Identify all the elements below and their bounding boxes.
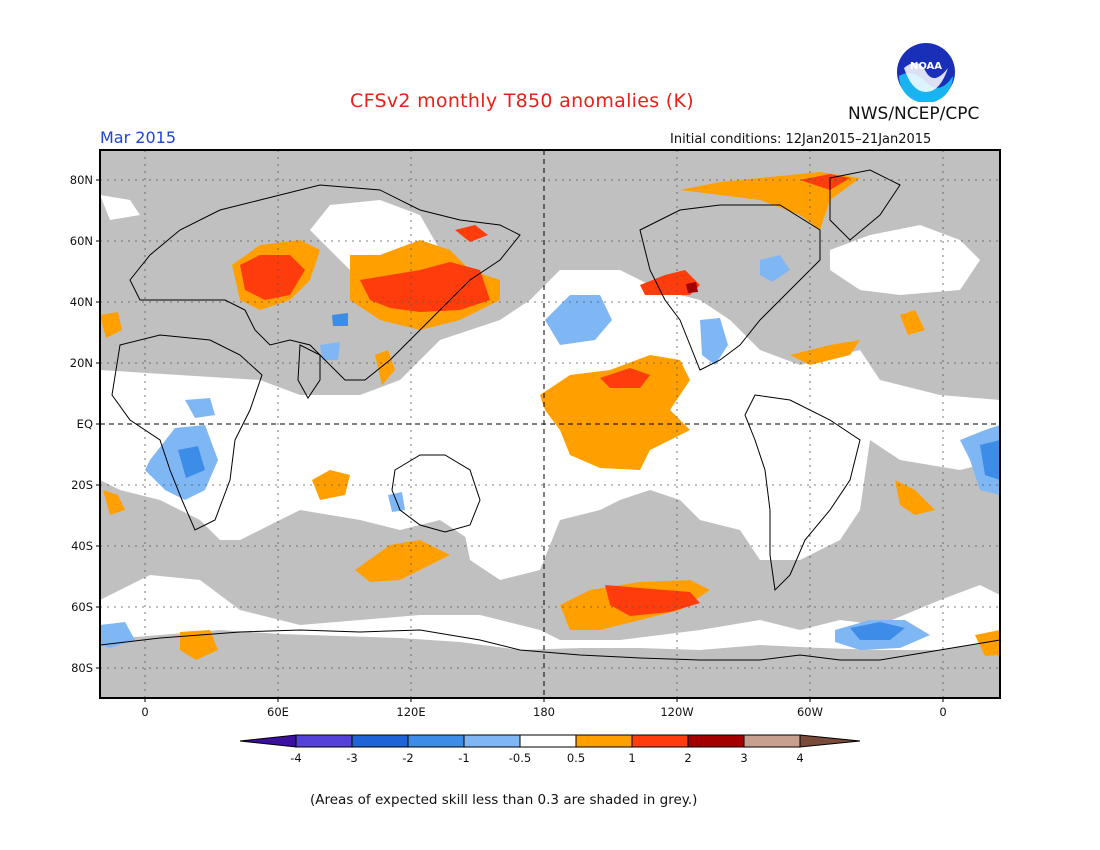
colorbar-label: -2	[402, 751, 414, 765]
forecast-month: Mar 2015	[100, 128, 176, 147]
skill-note: (Areas of expected skill less than 0.3 a…	[310, 792, 698, 808]
lon-label: 60E	[267, 705, 289, 719]
chart-title: CFSv2 monthly T850 anomalies (K)	[350, 90, 694, 112]
colorbar-bin	[575, 734, 633, 748]
colorbar-arrow-left	[239, 734, 297, 748]
lon-label: 60W	[796, 705, 823, 719]
colorbar-bin	[351, 734, 409, 748]
colorbar-bin	[631, 734, 689, 748]
noaa-logo-text: NOAA	[910, 61, 942, 72]
initial-conditions: Initial conditions: 12Jan2015–21Jan2015	[670, 132, 932, 147]
colorbar	[239, 734, 861, 748]
lat-label: 80N	[69, 173, 93, 187]
organization-label: NWS/NCEP/CPC	[848, 104, 980, 124]
colorbar-label: 0.5	[566, 751, 586, 765]
colorbar-bin	[687, 734, 745, 748]
colorbar-label: 3	[740, 751, 748, 765]
colorbar-label: 2	[684, 751, 692, 765]
colorbar-bin	[463, 734, 521, 748]
axis-ticks	[96, 179, 944, 702]
lon-label: 120E	[396, 705, 426, 719]
cool-regions-mid	[178, 313, 1000, 640]
colorbar-label: -4	[290, 751, 302, 765]
lon-label: 0	[939, 705, 947, 719]
colorbar-label: 4	[796, 751, 804, 765]
lat-label: 80S	[71, 661, 93, 675]
colorbar-bin	[295, 734, 353, 748]
noaa-logo: NOAA	[897, 43, 955, 102]
lat-label: 40S	[71, 539, 93, 553]
latitude-gridlines	[100, 179, 1000, 669]
lat-label: 40N	[69, 295, 93, 309]
lon-label: 180	[533, 705, 555, 719]
lat-label: 20S	[71, 478, 93, 492]
colorbar-bin	[743, 734, 801, 748]
lon-label: 0	[141, 705, 149, 719]
warm-regions-mid	[240, 174, 850, 616]
colorbar-bin	[519, 734, 577, 748]
warm-regions-high	[686, 282, 698, 293]
colorbar-label: -1	[458, 751, 470, 765]
colorbar-label: -0.5	[508, 751, 532, 765]
lat-label: EQ	[76, 417, 93, 431]
colorbar-bin	[407, 734, 465, 748]
lat-label: 60S	[71, 600, 93, 614]
lat-label: 60N	[69, 234, 93, 248]
colorbar-label: 1	[628, 751, 636, 765]
lat-label: 20N	[69, 356, 93, 370]
lon-label: 120W	[660, 705, 694, 719]
colorbar-label: -3	[346, 751, 358, 765]
colorbar-arrow-right	[799, 734, 861, 748]
